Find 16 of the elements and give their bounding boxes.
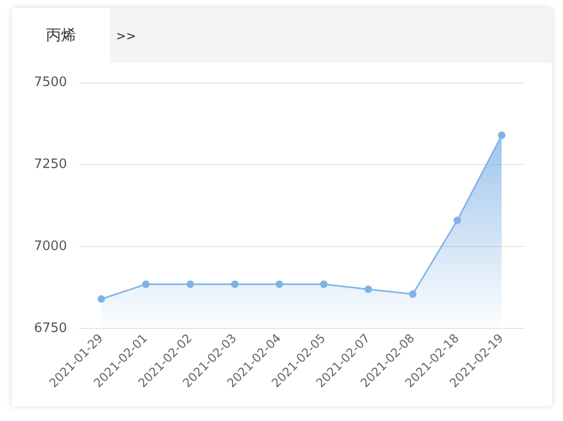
point	[231, 280, 239, 288]
point	[454, 216, 462, 224]
chart-title: 丙烯	[12, 8, 110, 63]
point	[498, 131, 506, 139]
y-tick-label: 7500	[34, 75, 68, 90]
y-tick-label: 7250	[34, 157, 68, 172]
point	[364, 285, 372, 293]
point	[142, 280, 150, 288]
point	[98, 295, 106, 303]
point	[409, 290, 417, 298]
y-tick-label: 6750	[34, 320, 68, 336]
point	[320, 280, 328, 288]
point	[276, 280, 284, 288]
text: >>	[116, 28, 136, 42]
point	[186, 280, 194, 288]
y-tick-label: 7000	[34, 238, 68, 254]
